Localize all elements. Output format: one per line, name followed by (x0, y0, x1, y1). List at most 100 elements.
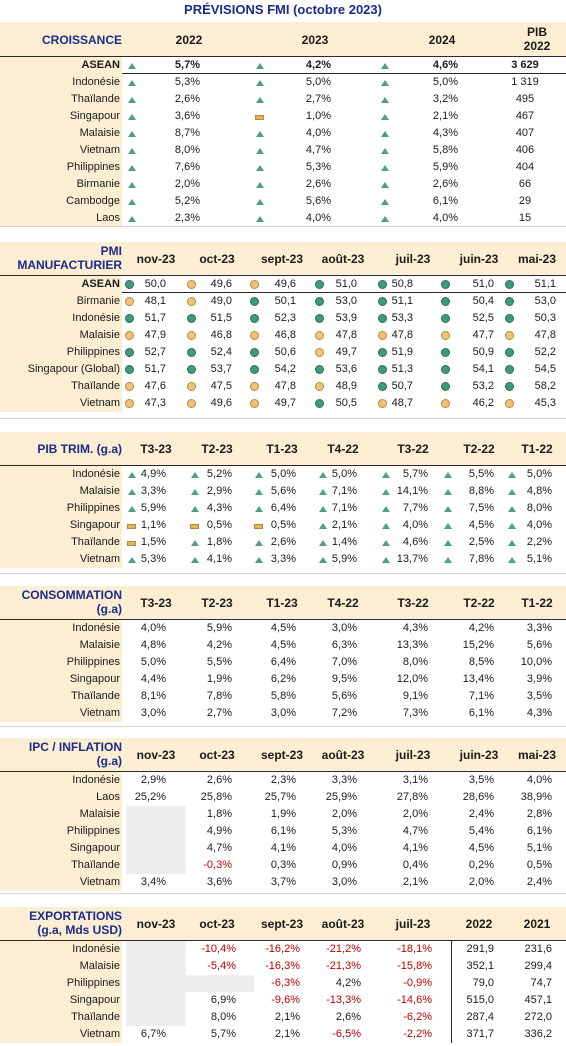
row-label: Thaïlande (0, 534, 122, 551)
row-label: Laos (0, 210, 122, 227)
value-cell: 1,8% (206, 536, 232, 548)
up-arrow-icon (382, 472, 390, 478)
value-cell: 2,1% (274, 1011, 300, 1023)
value-cell: 2,9% (140, 774, 166, 786)
pmi-title-line1: PMI (100, 244, 122, 258)
consommation-title-line2: (g.a) (96, 602, 122, 616)
value-cell: 51,5 (210, 312, 232, 324)
consommation-header: CONSOMMATION (g.a) T3-23 T2-23 T1-23 T4-22 T3-… (0, 586, 566, 620)
value-cell: 46,8 (210, 329, 232, 341)
up-arrow-icon (255, 489, 263, 495)
pmi-header: PMI MANUFACTURIER nov-23 oct-23 sept-23 août-… (0, 242, 566, 276)
table-row: Singapour 3,6% 1,0% 2,1% 467 (0, 108, 566, 125)
consommation-column-header: T2-22 (463, 596, 495, 610)
orange-dot-icon (250, 331, 259, 340)
value-cell: 5,7% (210, 1028, 236, 1040)
value-cell: 2,0% (468, 876, 494, 888)
row-label: ASEAN (0, 57, 122, 74)
up-arrow-icon (128, 63, 136, 69)
value-cell: 5,8% (270, 690, 296, 702)
orange-dot-icon (441, 331, 450, 340)
table-row: Cambodge 5,2% 5,6% 6,1% 29 (0, 193, 566, 210)
value-cell: -2,2% (403, 1028, 432, 1040)
green-dot-icon (505, 280, 514, 289)
value-cell (120, 941, 166, 958)
green-dot-icon (250, 297, 259, 306)
value-cell: 47,6 (144, 380, 166, 392)
value-cell (120, 1009, 166, 1026)
value-cell: 54,5 (534, 363, 556, 375)
value-cell: 4,0% (331, 842, 357, 854)
pib-cell: 404 (515, 161, 535, 173)
row-label: Thaïlande (0, 857, 122, 874)
value-cell: 5,8% (432, 144, 458, 156)
row-label: Philippines (0, 975, 122, 992)
value-cell: 6,4% (270, 502, 296, 514)
up-arrow-icon (381, 148, 389, 154)
value-cell: 3,0% (140, 707, 166, 719)
value-cell (120, 975, 166, 992)
value-cell (190, 975, 236, 992)
up-arrow-icon (319, 523, 327, 529)
value-cell: -6,5% (332, 1028, 361, 1040)
section-divider (0, 893, 566, 894)
value-cell: 4,6% (402, 536, 428, 548)
empty-data-block (186, 975, 254, 992)
value-cell: 2,7% (206, 707, 232, 719)
table-row: Philippines 7,6% 5,3% 5,9% 404 (0, 159, 566, 176)
value-cell: 3,4% (140, 876, 166, 888)
value-cell (124, 840, 166, 857)
table-row: Thaïlande 8,1% 7,8% 5,8% 5,6% 9,1% 7,1% 3,5% (0, 688, 566, 705)
up-arrow-icon (128, 182, 136, 188)
orange-dot-icon (505, 331, 514, 340)
empty-data-block (126, 806, 186, 874)
value-cell: 4,9% (140, 468, 166, 480)
value-cell: -21,2% (326, 943, 361, 955)
value-cell: 50,8 (391, 278, 413, 290)
pib_trim-column-header: T2-23 (201, 442, 233, 456)
pmi-column-header: août-23 (321, 252, 365, 266)
row-label: Indonésie (0, 310, 122, 327)
green-dot-icon (250, 348, 259, 357)
table-row: Singapour 4,7% 4,1% 4,0% 4,1% 4,5% 5,1% (0, 840, 566, 857)
up-arrow-icon (256, 97, 264, 103)
pib-cell: 467 (515, 110, 535, 122)
value-cell: 49,6 (210, 397, 232, 409)
value-cell: 0,3% (270, 859, 296, 871)
value-cell: 5,0% (526, 468, 552, 480)
up-arrow-icon (256, 148, 264, 154)
pmi-column-header: juil-23 (395, 252, 431, 266)
up-arrow-icon (256, 199, 264, 205)
value-cell: 0,5% (270, 519, 296, 531)
consommation-column-header: T1-22 (521, 596, 553, 610)
page-title: PRÉVISIONS FMI (octobre 2023) (184, 2, 382, 17)
value-cell: 79,0 (472, 977, 494, 989)
exportations-column-header: sept-23 (260, 917, 304, 931)
exportations-column-header: 2022 (465, 917, 493, 931)
value-cell: 3,0% (270, 707, 296, 719)
row-label: Philippines (0, 654, 122, 671)
pib_trim-column-header: T2-22 (463, 442, 495, 456)
value-cell: 4,0% (526, 519, 552, 531)
croissance-column-header: 2024 (428, 33, 456, 47)
row-label: Thaïlande (0, 378, 122, 395)
croissance-column-header: 2022 (175, 33, 203, 47)
exportations-column-header: 2021 (523, 917, 551, 931)
value-cell: 27,8% (396, 791, 428, 803)
green-dot-icon (441, 314, 450, 323)
consommation-column-header: T3-23 (140, 596, 172, 610)
consommation-column-header: T1-23 (266, 596, 298, 610)
value-cell: 2,8% (526, 808, 552, 820)
value-cell: 5,7% (402, 468, 428, 480)
value-cell: 5,9% (206, 622, 232, 634)
value-cell: 8,0% (402, 656, 428, 668)
value-cell: -0,9% (403, 977, 432, 989)
orange-dot-icon (505, 399, 514, 408)
value-cell: 5,2% (206, 468, 232, 480)
green-dot-icon (187, 314, 196, 323)
value-cell: -14,6% (397, 994, 432, 1006)
value-cell: 457,1 (524, 994, 552, 1006)
value-cell: 2,4% (468, 808, 494, 820)
up-arrow-icon (128, 148, 136, 154)
value-cell: 4,8% (140, 639, 166, 651)
